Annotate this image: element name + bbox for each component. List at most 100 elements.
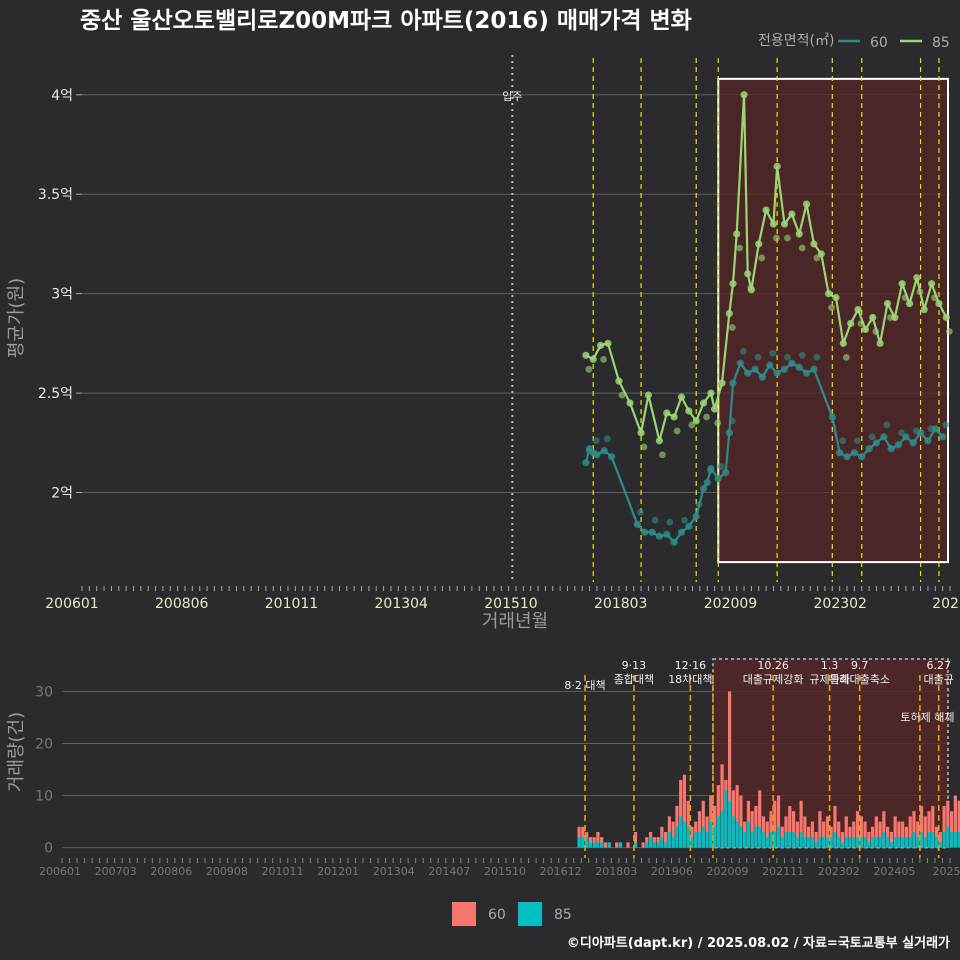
data-point-85 [920, 305, 928, 314]
bar-85 [822, 837, 826, 848]
data-point-85 [618, 391, 626, 399]
data-point-60 [717, 463, 725, 470]
bar-85 [844, 837, 848, 848]
bar-85 [855, 837, 860, 848]
bar-60 [660, 826, 664, 848]
data-point-85 [663, 409, 671, 417]
bar-85 [731, 816, 735, 848]
bar-85 [750, 831, 754, 848]
bar-85 [761, 831, 766, 848]
data-point-60 [677, 528, 686, 536]
data-point-85 [898, 280, 906, 288]
data-point-60 [931, 425, 939, 433]
bar-85 [852, 837, 856, 848]
data-point-60 [939, 433, 947, 441]
bar-60 [822, 821, 826, 848]
bar-85 [803, 837, 807, 848]
data-point-85 [869, 313, 877, 322]
bar-60 [919, 805, 924, 848]
data-point-60 [788, 359, 796, 367]
bar-85 [863, 837, 867, 848]
bar-85 [724, 790, 728, 848]
bar-85 [953, 831, 957, 848]
bar-85 [577, 837, 581, 848]
data-point-85 [762, 206, 770, 214]
data-point-60 [714, 474, 722, 483]
data-point-60 [795, 363, 803, 371]
policy-annotation: 종합대책 [614, 673, 654, 686]
data-point-85 [817, 250, 825, 258]
bar-x-tick-label: 202009 [707, 865, 749, 878]
bar-x-tick-label: 200601 [39, 865, 81, 878]
data-point-85 [876, 339, 884, 347]
data-point-85 [733, 230, 741, 238]
bar-85 [652, 842, 656, 848]
bar-85 [776, 826, 781, 848]
bar-60 [855, 811, 860, 848]
bar-60 [874, 816, 878, 848]
data-point-85 [842, 353, 850, 361]
x-tick-label: 200806 [155, 596, 209, 612]
data-point-60 [813, 353, 821, 361]
data-point-60 [769, 349, 777, 357]
bar-85 [923, 837, 927, 848]
bar-x-tick-label: 201011 [262, 865, 304, 878]
bar-x-tick-label: 202302 [818, 865, 860, 878]
data-point-85 [744, 270, 752, 278]
data-point-85 [916, 288, 924, 296]
data-point-85 [725, 309, 733, 318]
bar-60 [758, 790, 762, 848]
bar-85 [795, 837, 799, 848]
data-point-60 [600, 447, 608, 455]
bar-85 [671, 837, 675, 848]
bar-85 [667, 831, 671, 848]
bar-85 [818, 837, 822, 848]
bar-y-axis-label: 거래량(건) [6, 712, 27, 792]
bar-85 [780, 837, 784, 848]
data-point-60 [843, 453, 851, 461]
bar-y-tick-label: 30 [35, 684, 53, 700]
bar-85 [716, 816, 720, 848]
bar-60 [799, 800, 803, 848]
bar-x-tick-label: 202405 [873, 865, 915, 878]
policy-annotation: 토허제 해제 [900, 710, 954, 724]
bar-60 [603, 842, 608, 848]
bar-60 [829, 826, 833, 848]
data-point-60 [916, 429, 925, 437]
data-point-60 [636, 508, 644, 516]
data-point-60 [780, 365, 789, 373]
footer-credit: ©디아파트(dapt.kr) / 2025.08.02 / 자료=국토교통부 실… [567, 935, 950, 951]
policy-annotation: 대출규제강화 [743, 673, 804, 686]
bar-60 [690, 826, 694, 848]
data-point-85 [714, 419, 722, 427]
bar-x-tick-label: 200908 [206, 865, 248, 878]
bar-60 [664, 831, 668, 848]
bar-60 [773, 800, 777, 848]
bar-x-tick-label: 201304 [373, 865, 415, 878]
data-point-60 [744, 369, 752, 377]
bar-60 [934, 826, 939, 848]
bar-60 [701, 800, 705, 848]
data-point-60 [736, 359, 744, 367]
bar-85 [656, 842, 660, 848]
data-point-60 [648, 528, 656, 536]
bar-85 [829, 837, 833, 848]
bar-85 [957, 831, 960, 848]
data-point-60 [758, 373, 767, 381]
bar-85 [912, 831, 916, 848]
bar-legend-swatch-60 [452, 902, 476, 926]
move-in-label: 입주 [502, 90, 522, 103]
top-line-chart: 2억 2.5억 3억 3.5억 4억 입주 200601 200806 201011 201304… [6, 35, 960, 632]
y-tick-label: 2.5억 [38, 386, 73, 402]
bar-x-tick-label: 201906 [651, 865, 693, 878]
bar-60 [908, 816, 912, 848]
policy-annotation: 9.7 [851, 659, 869, 672]
bar-85 [746, 821, 751, 848]
data-point-60 [798, 351, 806, 359]
policy-annotation: 규제완화 [809, 673, 849, 686]
bar-60 [833, 805, 837, 848]
bar-60 [923, 816, 927, 848]
bar-85 [810, 837, 814, 848]
bar-x-tick-label: 201201 [317, 865, 359, 878]
data-point-85 [707, 389, 715, 397]
